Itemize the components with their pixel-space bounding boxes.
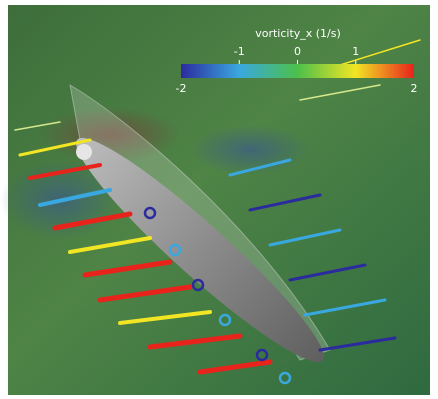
colorbar-end-label: 2 — [411, 82, 418, 95]
colorbar-tick-label: 1 — [352, 45, 359, 58]
colorbar-title: vorticity_x (1/s) — [255, 27, 341, 40]
colorbar-tick-label: 0 — [294, 45, 301, 58]
colorbar-tick-label: -1 — [234, 45, 245, 58]
colorbar-gradient — [181, 64, 414, 78]
colorbar-end-label: -2 — [176, 82, 187, 95]
flow-field — [0, 5, 430, 395]
visualization: vorticity_x (1/s) -2 2 -1 0 1 — [0, 0, 438, 399]
